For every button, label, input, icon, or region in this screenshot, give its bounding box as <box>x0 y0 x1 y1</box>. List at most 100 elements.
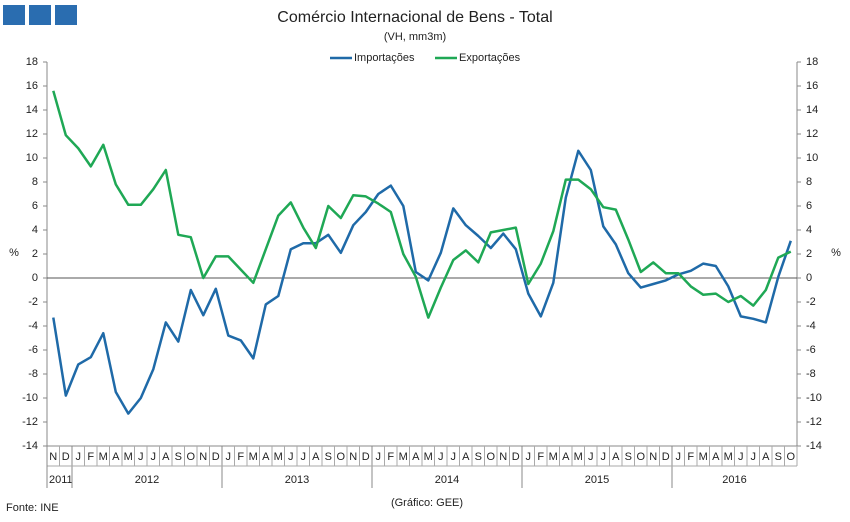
x-tick-label: F <box>387 451 394 463</box>
x-tick-label: M <box>249 451 258 463</box>
chart-subtitle: (VH, mm3m) <box>384 31 446 43</box>
x-tick-label: J <box>676 451 682 463</box>
x-tick-label: A <box>562 451 570 463</box>
x-tick-label: F <box>87 451 94 463</box>
chart-title: Comércio Internacional de Bens - Total <box>277 9 552 26</box>
y2-tick-label: -10 <box>806 392 822 404</box>
x-tick-label: J <box>151 451 157 463</box>
year-label: 2014 <box>435 474 459 486</box>
x-tick-label: J <box>288 451 294 463</box>
x-tick-label: S <box>325 451 332 463</box>
line <box>52 90 792 319</box>
x-tick-label: O <box>186 451 195 463</box>
x-tick-label: M <box>274 451 283 463</box>
y2-tick-label: 10 <box>806 152 818 164</box>
x-tick-label: A <box>462 451 470 463</box>
x-tick-label: D <box>62 451 70 463</box>
x-tick-label: F <box>537 451 544 463</box>
y2-axis-label: % <box>831 247 841 259</box>
x-tick-label: A <box>112 451 120 463</box>
legend-label: Importações <box>354 52 415 64</box>
y2-tick-label: 6 <box>806 200 812 212</box>
x-tick-label: N <box>499 451 507 463</box>
y-tick-label: -10 <box>22 392 38 404</box>
y2-tick-label: 2 <box>806 248 812 260</box>
x-tick-label: J <box>588 451 594 463</box>
x-tick-label: A <box>412 451 420 463</box>
x-tick-label: M <box>424 451 433 463</box>
y-tick-label: -2 <box>28 296 38 308</box>
x-tick-label: O <box>786 451 795 463</box>
logo <box>55 5 77 25</box>
y-tick-label: 8 <box>32 176 38 188</box>
x-tick-label: J <box>751 451 757 463</box>
x-tick-label: D <box>662 451 670 463</box>
logo <box>3 5 25 25</box>
y-tick-label: 18 <box>26 56 38 68</box>
y-tick-label: 6 <box>32 200 38 212</box>
x-tick-label: O <box>336 451 345 463</box>
x-tick-label: N <box>199 451 207 463</box>
x-tick-label: F <box>237 451 244 463</box>
x-tick-label: N <box>49 451 57 463</box>
x-tick-label: F <box>687 451 694 463</box>
y2-tick-label: 18 <box>806 56 818 68</box>
y2-tick-label: 8 <box>806 176 812 188</box>
y-tick-label: -12 <box>22 416 38 428</box>
credit: (Gráfico: GEE) <box>391 497 463 509</box>
x-tick-label: J <box>738 451 744 463</box>
y2-tick-label: -14 <box>806 440 822 452</box>
y-axis-label: % <box>9 247 19 259</box>
y2-tick-label: -2 <box>806 296 816 308</box>
year-label: 2016 <box>722 474 746 486</box>
logo <box>29 5 51 25</box>
x-tick-label: A <box>312 451 320 463</box>
y-tick-label: 2 <box>32 248 38 260</box>
y-tick-label: -8 <box>28 368 38 380</box>
x-tick-label: A <box>712 451 720 463</box>
year-label: 2012 <box>135 474 159 486</box>
x-tick-label: J <box>526 451 532 463</box>
y2-tick-label: 14 <box>806 104 818 116</box>
x-tick-label: J <box>451 451 457 463</box>
x-tick-label: J <box>76 451 82 463</box>
x-tick-label: J <box>301 451 307 463</box>
x-tick-label: A <box>262 451 270 463</box>
x-tick-label: M <box>724 451 733 463</box>
y-tick-label: 16 <box>26 80 38 92</box>
y-tick-label: 0 <box>32 272 38 284</box>
x-tick-label: M <box>99 451 108 463</box>
y-tick-label: 10 <box>26 152 38 164</box>
source: Fonte: INE <box>6 502 59 514</box>
x-tick-label: A <box>612 451 620 463</box>
x-tick-label: A <box>762 451 770 463</box>
y-tick-label: 14 <box>26 104 38 116</box>
x-tick-label: M <box>574 451 583 463</box>
x-tick-label: M <box>549 451 558 463</box>
legend-label: Exportações <box>459 52 521 64</box>
y-tick-label: -6 <box>28 344 38 356</box>
x-tick-label: S <box>775 451 782 463</box>
year-label: 2013 <box>285 474 309 486</box>
x-tick-label: N <box>649 451 657 463</box>
x-tick-label: J <box>438 451 444 463</box>
x-tick-label: O <box>636 451 645 463</box>
year-label: 2015 <box>585 474 609 486</box>
x-tick-label: M <box>399 451 408 463</box>
x-tick-label: D <box>362 451 370 463</box>
y2-tick-label: 12 <box>806 128 818 140</box>
y2-tick-label: -6 <box>806 344 816 356</box>
x-tick-label: A <box>162 451 170 463</box>
y-tick-label: 12 <box>26 128 38 140</box>
y2-tick-label: -12 <box>806 416 822 428</box>
y-tick-label: -4 <box>28 320 38 332</box>
x-tick-label: N <box>349 451 357 463</box>
line <box>52 149 792 415</box>
x-tick-label: J <box>376 451 382 463</box>
x-tick-label: J <box>138 451 144 463</box>
x-tick-label: J <box>226 451 232 463</box>
x-tick-label: M <box>699 451 708 463</box>
x-tick-label: O <box>486 451 495 463</box>
x-tick-label: S <box>175 451 182 463</box>
y-tick-label: -14 <box>22 440 38 452</box>
